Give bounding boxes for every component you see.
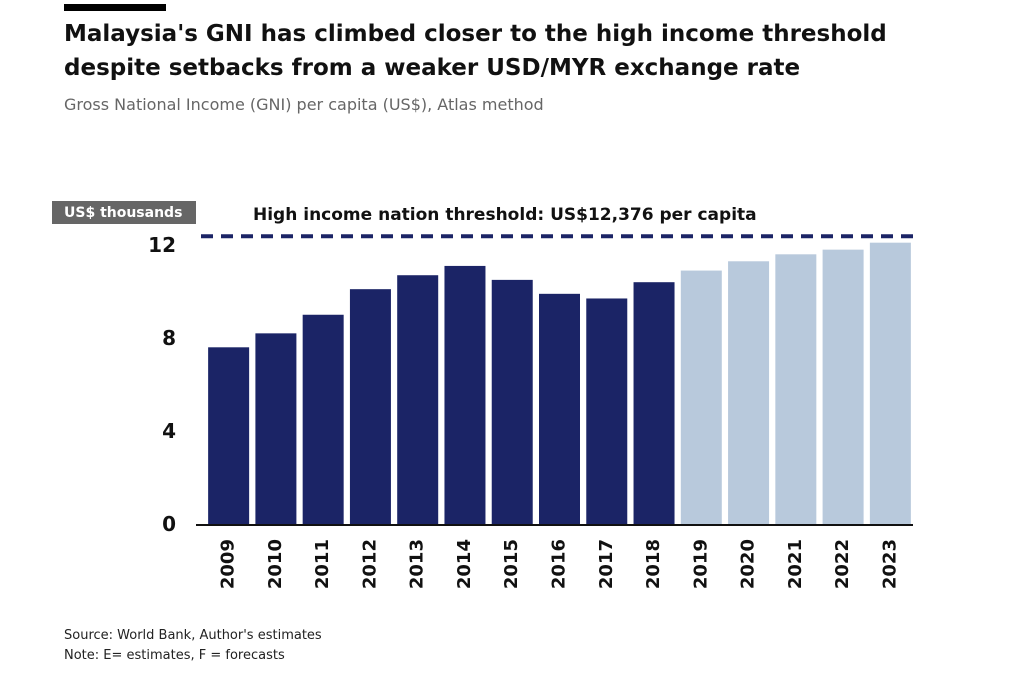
y-axis-unit-badge xyxy=(52,201,196,224)
x-tick-label: 2023 xyxy=(879,539,900,589)
bar-2016 xyxy=(539,293,580,524)
bar-2014 xyxy=(444,265,486,524)
threshold-label: High income nation threshold: US$12,376 … xyxy=(253,205,757,225)
x-tick-label: 2009 xyxy=(218,539,239,589)
y-axis-tick-group: 0 4 8 12 xyxy=(148,233,176,536)
x-tick-label: 2018 xyxy=(643,539,664,589)
x-tick-label: 2012 xyxy=(359,539,380,589)
bar-2017 xyxy=(586,298,628,524)
x-tick-label: 2020 xyxy=(738,539,759,589)
bar-2013 xyxy=(397,275,439,524)
bar-2009 xyxy=(208,347,250,524)
bar-2018 xyxy=(633,282,675,524)
bar-2010 xyxy=(255,333,297,524)
x-tick-label: 2019 xyxy=(690,539,711,589)
bar-2019 xyxy=(680,270,722,524)
chart-title-line-1: Malaysia's GNI has climbed closer to the… xyxy=(64,21,887,47)
y-tick-label: 8 xyxy=(162,326,176,350)
y-tick-label: 4 xyxy=(162,419,176,443)
chart-title: Malaysia's GNI has climbed closer to the… xyxy=(64,17,964,85)
x-tick-label: 2015 xyxy=(501,539,522,589)
x-tick-label: 2022 xyxy=(832,539,853,589)
x-tick-label: 2016 xyxy=(549,539,570,589)
bar-2011 xyxy=(302,314,344,524)
bar-series-group xyxy=(208,242,911,525)
x-axis-tick-group: 2009 2010 2011 2012 2013 2014 2015 2016 2017 2018… xyxy=(218,539,901,589)
bar-2012 xyxy=(349,289,391,524)
chart-title-line-2: despite setbacks from a weaker USD/MYR e… xyxy=(64,55,801,81)
y-axis-unit-label: US$ thousands xyxy=(64,205,182,221)
title-accent-bar xyxy=(64,4,166,11)
x-tick-label: 2014 xyxy=(454,539,475,589)
source-note: Source: World Bank, Author's estimates xyxy=(64,628,322,643)
bar-2023 xyxy=(869,242,911,525)
bar-2022 xyxy=(822,249,864,524)
bar-2015 xyxy=(491,279,533,524)
x-tick-label: 2013 xyxy=(407,539,428,589)
x-tick-label: 2011 xyxy=(312,539,333,589)
x-tick-label: 2017 xyxy=(596,539,617,589)
y-tick-label: 12 xyxy=(148,233,176,257)
estimate-note: Note: E= estimates, F = forecasts xyxy=(64,648,285,663)
chart-subtitle: Gross National Income (GNI) per capita (… xyxy=(64,95,544,114)
x-tick-label: 2021 xyxy=(785,539,806,589)
bar-2021 xyxy=(775,254,817,525)
bar-2020 xyxy=(728,261,770,524)
y-tick-label: 0 xyxy=(162,512,176,536)
x-tick-label: 2010 xyxy=(265,539,286,589)
